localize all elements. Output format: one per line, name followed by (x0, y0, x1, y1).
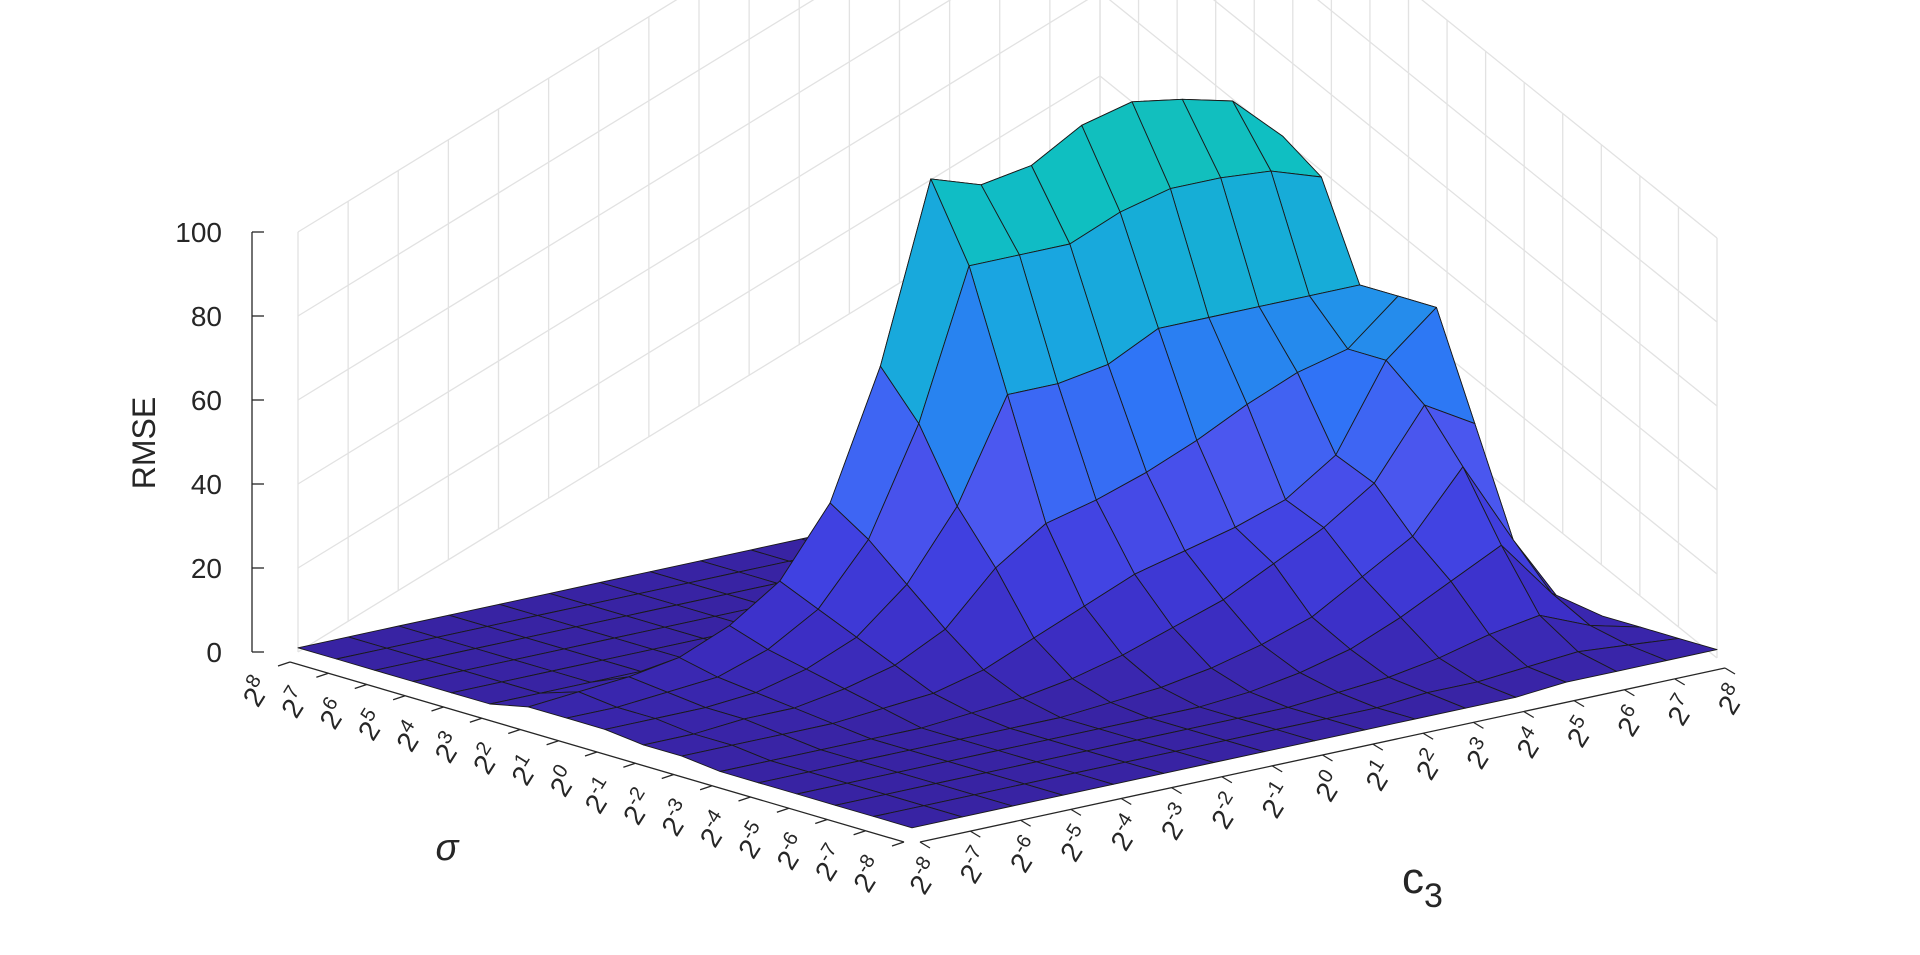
c3-axis-title: c3 (1402, 854, 1443, 915)
c3-tick-label: 2-4 (1101, 809, 1148, 856)
sigma-tick-label: 2-2 (613, 783, 660, 830)
c3-tick-mark (1573, 700, 1585, 708)
sigma-tick-mark (738, 796, 751, 802)
sigma-tick-mark (392, 695, 406, 701)
sigma-tick-mark (508, 728, 521, 735)
sigma-tick-label: 2-3 (652, 794, 699, 841)
c3-tick-mark (1120, 797, 1132, 806)
surface-mesh (297, 98, 1718, 829)
c3-tick-label: 21 (1356, 755, 1400, 796)
c3-tick-label: 24 (1507, 722, 1551, 763)
sigma-tick-mark (853, 830, 866, 836)
c3-tick-mark (1020, 819, 1031, 827)
sigma-tick-mark (316, 672, 329, 678)
axis-lines (251, 231, 1736, 849)
c3-tick-mark (1070, 808, 1082, 816)
sigma-tick-mark (623, 762, 636, 768)
sigma-tick-mark (815, 818, 828, 825)
z-tick-label: 80 (191, 301, 222, 332)
z-grid-left (297, 0, 678, 233)
c3-axis-title-main: c (1402, 854, 1424, 903)
z-tick-label: 20 (191, 553, 222, 584)
c3-tick-mark (969, 830, 981, 838)
c3-tick-mark (1473, 721, 1484, 729)
sigma-tick-label: 2-8 (844, 851, 891, 898)
sigma-axis-title: σ (436, 827, 461, 869)
sigma-tick-label: 24 (387, 716, 431, 757)
c3-tick-label: 2-2 (1202, 787, 1249, 834)
z-tick-label: 40 (191, 469, 222, 500)
c3-tick-label: 2-3 (1151, 798, 1198, 845)
c3-tick-label: 23 (1457, 733, 1501, 774)
surface-patch (873, 805, 963, 829)
c3-tick-label: 26 (1608, 700, 1652, 741)
sigma-tick-label: 27 (272, 682, 316, 723)
sigma-tick-label: 26 (310, 693, 354, 734)
grid-lines (297, 0, 1718, 659)
c3-tick-mark (1624, 689, 1635, 697)
sigma-tick-label: 23 (425, 727, 469, 768)
sigma-tick-label: 25 (348, 704, 392, 745)
c3-tick-mark (1674, 678, 1686, 686)
tick-labels: 0204060801002827262524232221202-12-22-32… (175, 217, 1752, 900)
sigma-tick-label: 2-5 (729, 817, 776, 864)
sigma-tick-label: 21 (502, 749, 546, 790)
c3-tick-label: 2-8 (900, 853, 947, 900)
sigma-tick-label: 28 (233, 671, 277, 712)
sigma-tick-mark (776, 807, 790, 813)
c3-tick-mark (1372, 743, 1384, 751)
sigma-tick-mark (354, 683, 367, 690)
sigma-tick-mark (469, 717, 483, 723)
c3-tick-mark (1724, 667, 1736, 675)
c3-tick-label: 27 (1658, 690, 1702, 731)
c3-tick-mark (1523, 710, 1535, 719)
z-grid-right (1421, 0, 1718, 239)
z-tick-label: 100 (175, 217, 222, 248)
c3-tick-label: 28 (1708, 679, 1752, 720)
sigma-tick-mark (277, 661, 291, 667)
c3-tick-mark (1422, 732, 1434, 740)
c3-axis-title-sub: 3 (1424, 877, 1443, 915)
c3-tick-label: 2-7 (950, 842, 997, 889)
c3-tick-label: 20 (1306, 766, 1350, 807)
c3-tick-mark (1322, 754, 1333, 762)
sigma-tick-label: 20 (540, 761, 584, 802)
z-tick-label: 60 (191, 385, 222, 416)
c3-tick-mark (1271, 765, 1283, 773)
c3-tick-mark (1171, 787, 1182, 795)
c3-tick-label: 2-5 (1051, 820, 1098, 867)
c3-tick-mark (919, 841, 931, 849)
c3-tick-label: 2-1 (1252, 777, 1299, 824)
sigma-tick-mark (699, 785, 713, 791)
sigma-tick-label: 2-6 (767, 828, 814, 875)
sigma-tick-mark (584, 751, 598, 757)
sigma-tick-mark (431, 706, 444, 712)
sigma-tick-label: 2-4 (690, 806, 737, 853)
c3-tick-mark (1221, 776, 1233, 784)
c3-tick-label: 25 (1557, 711, 1601, 752)
z-tick-label: 0 (206, 637, 222, 668)
z-axis-title: RMSE (126, 397, 162, 489)
sigma-tick-mark (546, 740, 559, 746)
c3-tick-label: 22 (1406, 744, 1450, 785)
sigma-tick-mark (891, 841, 905, 847)
c3-tick-label: 2-6 (1000, 831, 1047, 878)
sigma-tick-label: 22 (464, 738, 508, 779)
sigma-tick-label: 2-7 (805, 839, 852, 886)
sigma-tick-label: 2-1 (575, 772, 622, 819)
sigma-tick-mark (661, 773, 674, 780)
